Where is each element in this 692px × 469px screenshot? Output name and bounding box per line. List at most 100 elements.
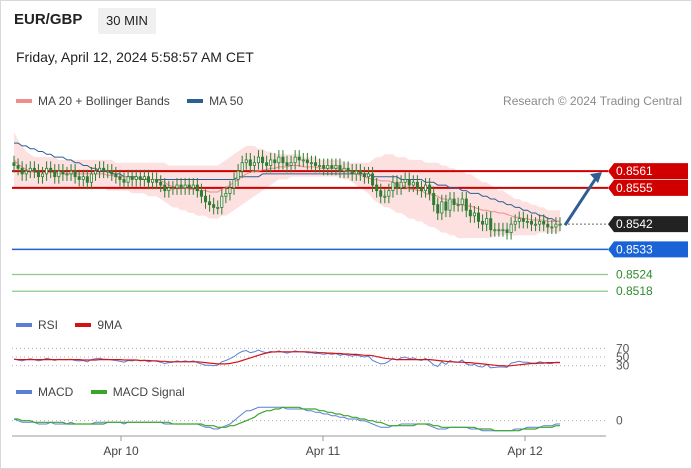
candle-body [265,162,269,166]
candle-body [220,195,224,208]
candle-body [334,165,338,169]
candle-body [395,181,399,189]
candle-body [77,176,81,180]
candle-body [309,162,313,165]
candle-body [342,167,346,172]
candle-body [517,218,521,222]
candle-body [468,209,472,217]
candle-body [203,195,208,203]
timeframe-button[interactable]: 30 MIN [98,8,156,34]
candle-body [472,212,476,217]
legend-ma50: MA 50 [187,94,243,108]
candle-body [497,229,501,232]
candle-body [89,173,93,183]
candle-body [212,204,216,208]
candle-body [424,184,428,192]
candle-body [513,220,517,225]
candle-body [61,170,65,175]
candle-body [432,193,436,206]
level-label: 0.8524 [616,267,653,281]
candle-body [554,223,558,228]
candle-body [305,159,309,164]
candle-body [525,220,529,223]
candle-body [550,226,554,229]
candle-body [12,162,16,166]
candle-body [444,201,448,211]
candle-body [175,184,179,189]
candle-body [297,156,301,161]
level-tag-resistance [608,179,688,196]
candle-body [456,204,460,207]
candle-body [130,176,134,180]
candle-body [529,220,533,225]
candle-body [452,198,456,206]
candle-body [155,179,159,183]
rsi-9ma-line [13,351,560,367]
candle-body [485,218,489,225]
candle-body [354,170,358,175]
legend-macd: MACD [16,385,73,399]
candle-body [118,176,122,180]
level-label: 0.8518 [616,284,653,298]
candle-body [228,187,232,194]
candle-body [167,187,171,192]
candle-body [509,223,513,233]
candle-body [256,156,260,164]
candle-body [322,165,326,169]
rsi-tick-label: 70 [616,341,630,355]
candle-body [436,204,440,214]
level-tag-last_price [608,216,688,233]
level-label: 0.8542 [616,217,653,231]
candle-body [273,159,277,164]
forecast-arrow [563,177,598,227]
candle-body [293,156,297,164]
legend-macd-signal: MACD Signal [90,385,185,399]
candle-body [338,165,342,172]
bollinger-band [14,132,560,239]
candle-body [32,167,36,172]
candle-body [476,212,481,222]
candle-body [358,170,362,175]
candle-body [252,162,256,166]
candle-body [366,173,371,178]
candle-body [191,184,195,189]
level-tag-resistance [608,163,688,180]
price-legend: MA 20 + Bollinger Bands MA 50 [16,94,243,108]
candle-body [122,179,126,183]
candle-body [224,193,228,197]
candle-body [69,170,73,175]
candle-body [65,173,69,176]
candle-body [195,184,199,192]
candle-body [240,162,244,172]
candle-body [20,167,24,175]
rsi-tick-label: 30 [616,359,630,373]
candle-body [362,173,366,178]
candle-body [110,170,114,175]
candle-body [538,220,542,225]
forecast-arrowhead [590,172,602,184]
candle-body [171,187,175,190]
candle-body [489,218,493,231]
candle-body [98,167,102,172]
candle-body [505,229,509,233]
candle-body [199,190,203,197]
candle-body [138,176,142,180]
candle-body [407,179,411,186]
symbol-label: EUR/GBP [14,11,83,28]
candle-body [534,223,538,226]
candle-body [411,181,415,186]
chart-header: EUR/GBP 30 MIN [0,0,690,44]
candle-body [419,187,423,192]
candle-body [383,195,387,198]
macd-legend: MACD MACD Signal [16,385,185,399]
candle-body [208,201,212,206]
candle-body [403,179,407,183]
candle-body [521,218,525,222]
candle-body [285,162,289,166]
candle-body [216,207,220,209]
candle-body [106,170,110,173]
candle-body [93,170,98,175]
x-tick-label: Apr 12 [507,444,543,458]
